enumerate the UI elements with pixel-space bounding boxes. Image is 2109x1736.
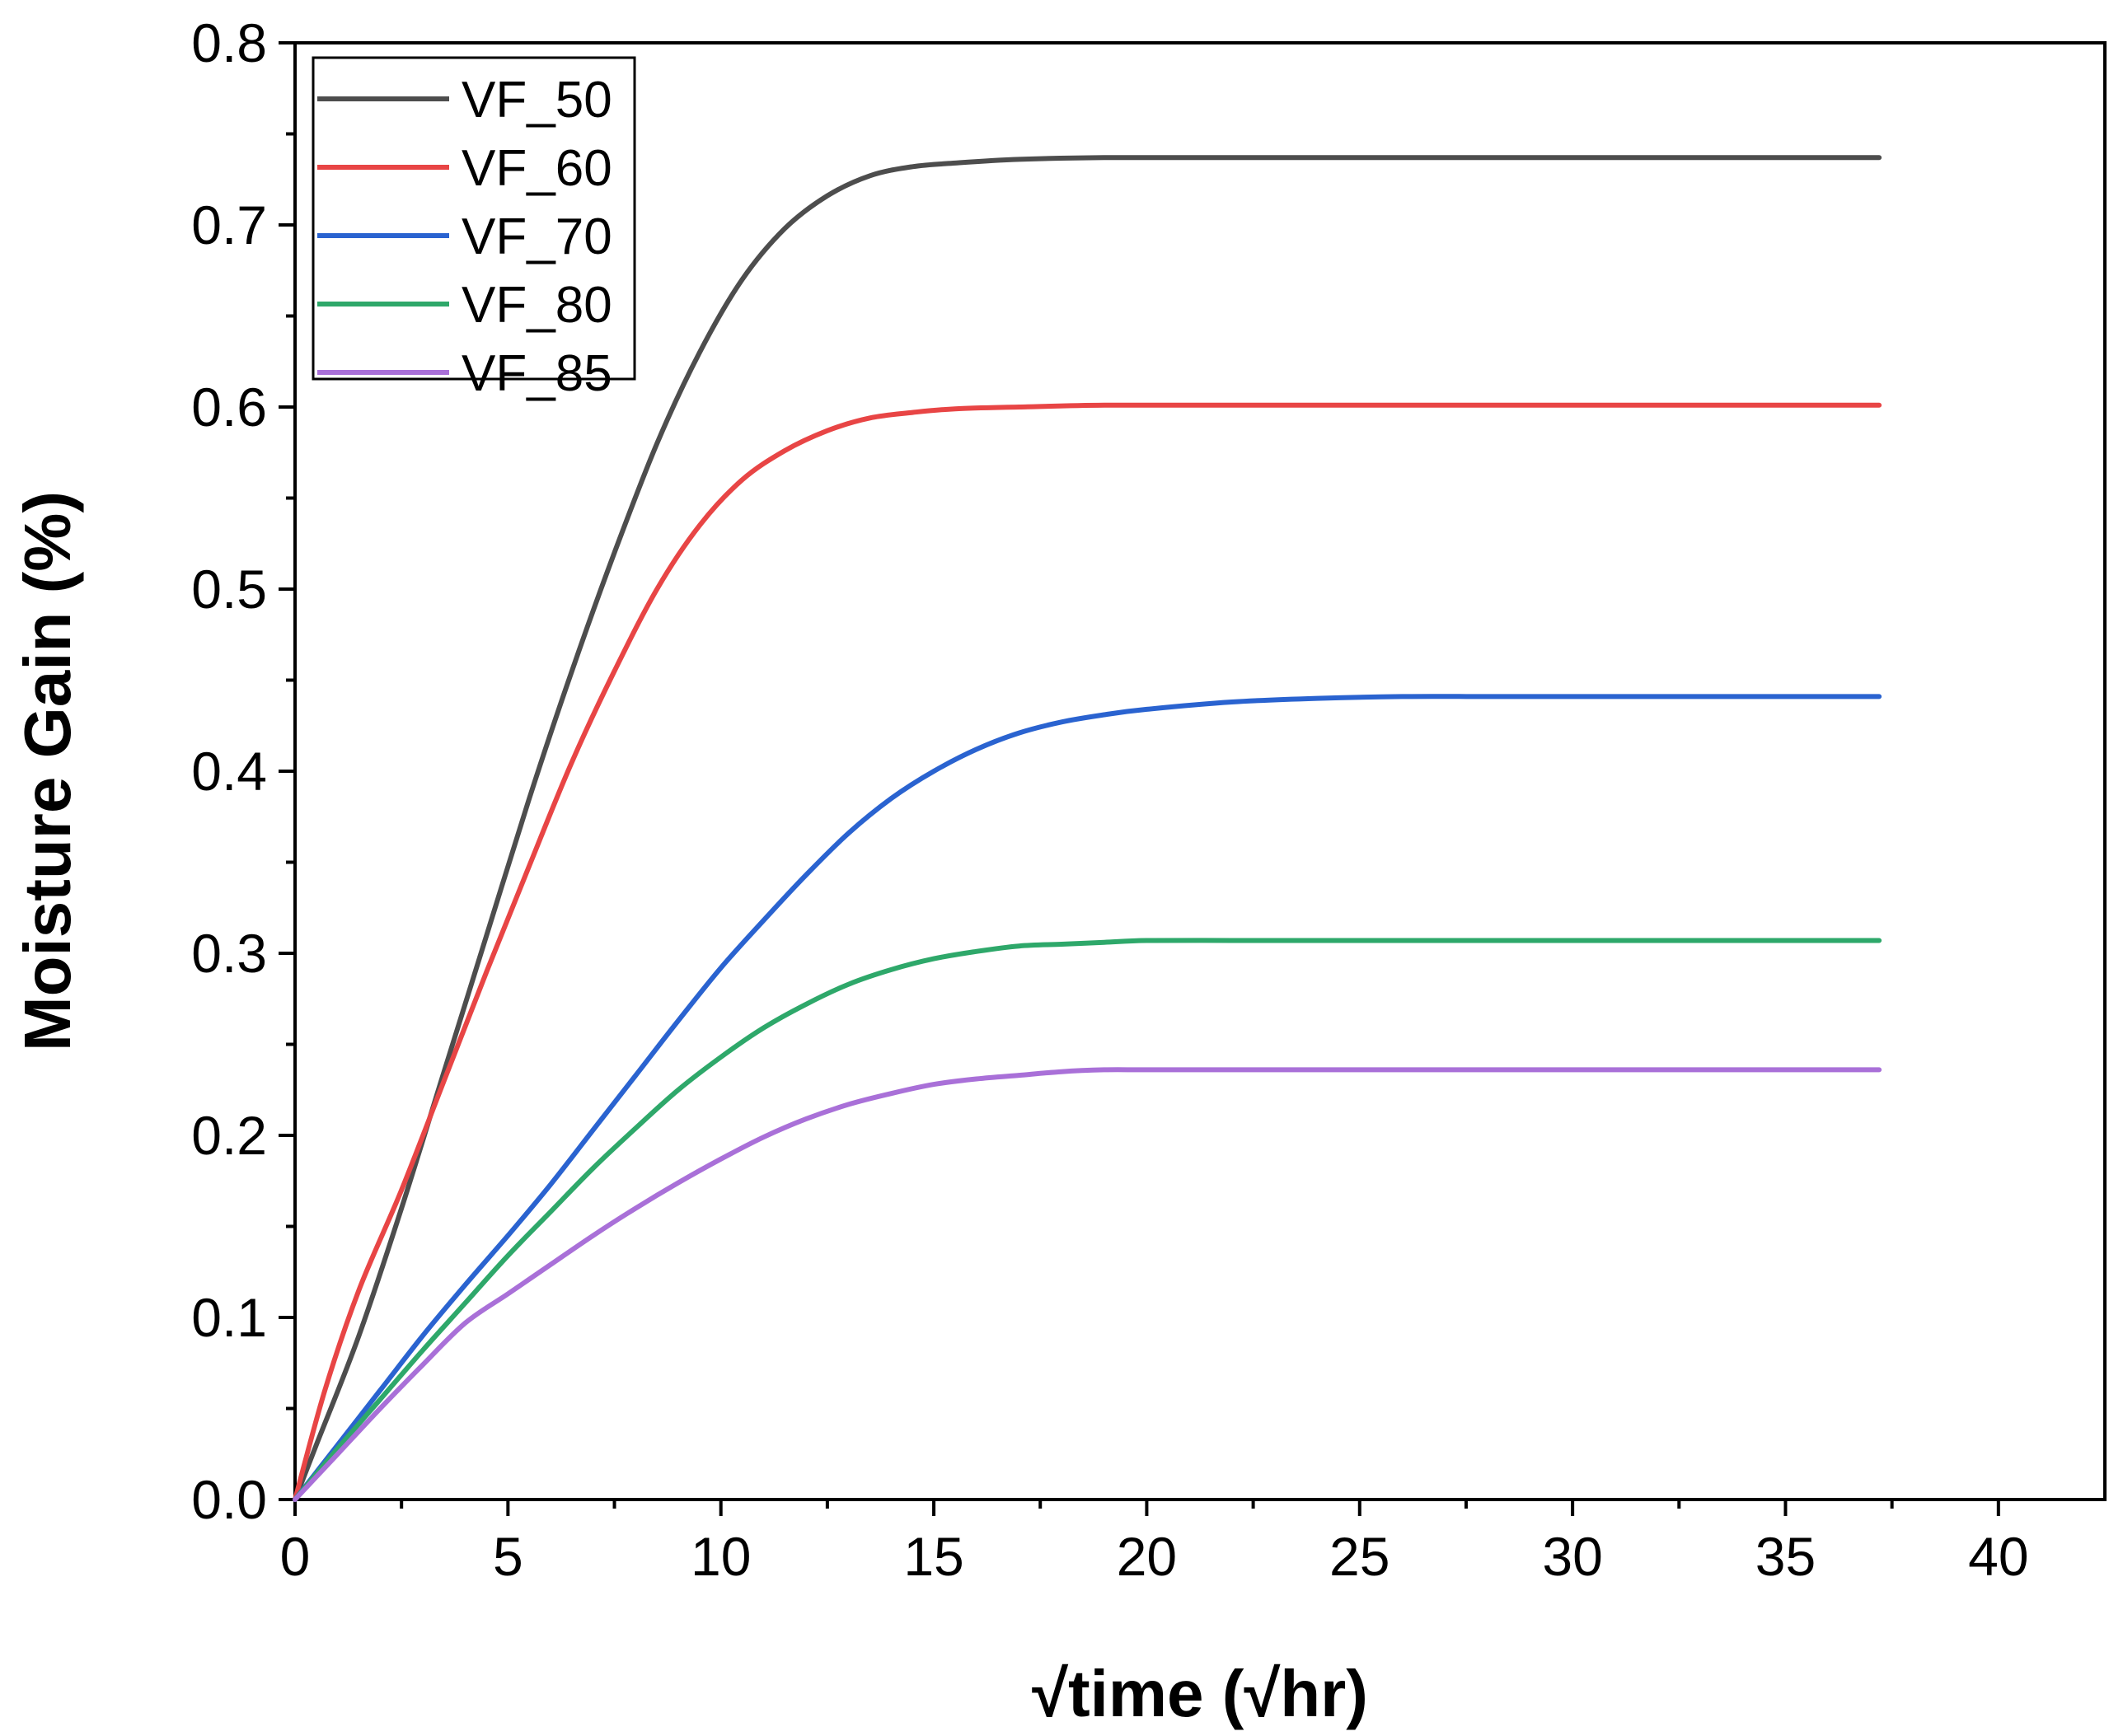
series-line-vf-80 (293, 938, 1882, 1502)
x-tick-label: 15 (903, 1526, 963, 1587)
x-tick-label: 35 (1755, 1526, 1816, 1587)
x-tick-label: 40 (1968, 1526, 2028, 1587)
y-tick-label: 0.8 (191, 12, 267, 73)
y-axis-title: Moisture Gain (%) (11, 491, 84, 1051)
legend-box (312, 56, 636, 381)
legend-label: VF_60 (462, 140, 612, 197)
y-tick-label: 0.7 (191, 194, 267, 255)
axis-ticks: 0 5 10 15 20 25 30 35 40 0.0 0.1 0.2 0.3 0.4 0.5 0.6 0.7… (191, 12, 2028, 1587)
y-tick-label: 0.4 (191, 741, 267, 802)
x-tick-label: 20 (1117, 1526, 1177, 1587)
x-tick-label: 10 (691, 1526, 751, 1587)
legend-label: VF_80 (462, 277, 612, 334)
x-tick-label: 5 (493, 1526, 523, 1587)
y-tick-label: 0.0 (191, 1469, 267, 1530)
series-lines (293, 155, 1882, 1502)
legend-label: VF_50 (462, 72, 612, 129)
x-tick-label: 0 (280, 1526, 311, 1587)
y-tick-label: 0.1 (191, 1287, 267, 1348)
y-tick-label: 0.5 (191, 559, 267, 620)
series-line-vf-85 (293, 1067, 1882, 1502)
series-line-vf-70 (293, 694, 1882, 1502)
x-tick-label: 30 (1542, 1526, 1602, 1587)
legend-label: VF_85 (462, 345, 612, 402)
x-axis-title: √time (√hr) (1032, 1657, 1368, 1730)
x-tick-label: 25 (1329, 1526, 1390, 1587)
y-tick-label: 0.6 (191, 377, 267, 438)
legend-label: VF_70 (462, 208, 612, 265)
legend: VF_50 VF_60 VF_70 VF_80 VF_85 (317, 72, 612, 402)
series-line-vf-60 (293, 402, 1882, 1502)
y-tick-label: 0.2 (191, 1105, 267, 1166)
y-tick-label: 0.3 (191, 923, 267, 984)
